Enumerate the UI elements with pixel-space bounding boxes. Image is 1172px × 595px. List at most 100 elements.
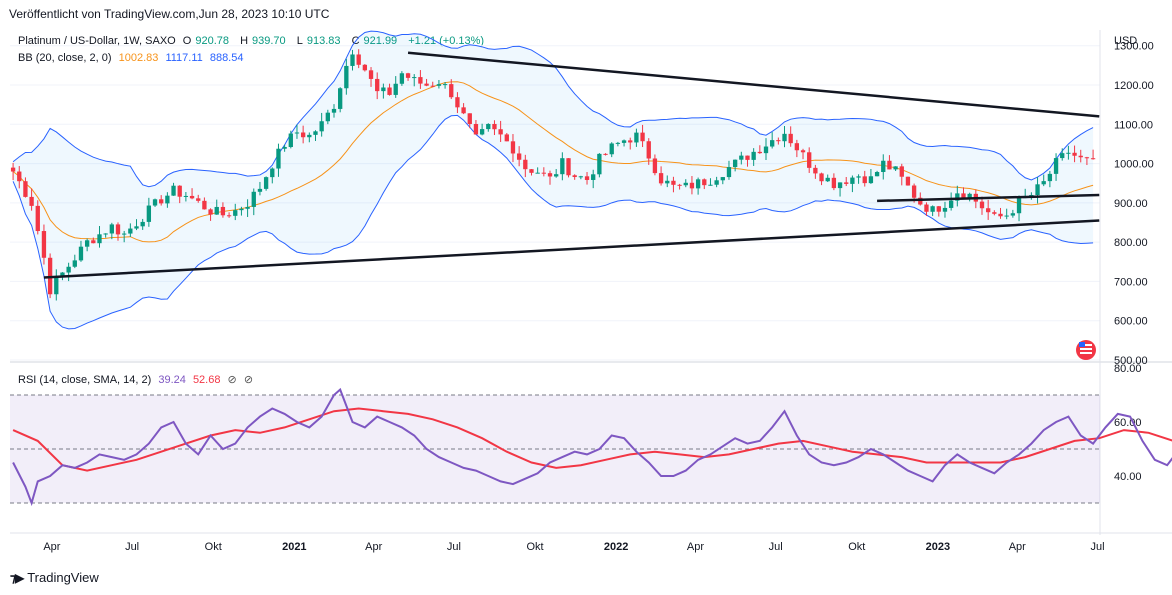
candle-body bbox=[1041, 181, 1046, 185]
bb-fill-area bbox=[13, 31, 1094, 329]
candle-body bbox=[874, 172, 880, 177]
time-tick-label: Jul bbox=[447, 541, 461, 553]
candle-body bbox=[393, 83, 398, 95]
candle-body bbox=[535, 172, 540, 174]
candles bbox=[10, 49, 1096, 301]
time-axis[interactable]: Apr Jul Okt 2021 Apr Jul Okt 2022 Apr Jul Okt 2023 A… bbox=[10, 532, 1172, 553]
us-flag-icon[interactable] bbox=[1076, 340, 1096, 360]
price-tick-label: 1300.00 bbox=[1114, 41, 1154, 53]
candle-body bbox=[695, 179, 701, 189]
price-tick-label: 900.00 bbox=[1114, 198, 1148, 210]
candle-body bbox=[837, 182, 843, 189]
bb-basis-line bbox=[12, 81, 1094, 243]
price-axis[interactable]: 1300.00 1200.00 1100.00 1000.00 900.00 800.00… bbox=[1114, 41, 1154, 367]
candle-body bbox=[381, 87, 386, 92]
rsi-legend: RSI (14, close, SMA, 14, 2) 39.24 52.68 … bbox=[18, 373, 257, 386]
candle-body bbox=[547, 173, 553, 177]
tradingview-brand[interactable]: ⁊▶ TradingView bbox=[10, 570, 99, 585]
symbol-label[interactable]: Platinum / US-Dollar, 1W, SAXO bbox=[18, 35, 176, 47]
candle-body bbox=[214, 206, 219, 215]
candle-body bbox=[584, 176, 590, 180]
candle-body bbox=[189, 195, 195, 199]
candle-body bbox=[1010, 213, 1016, 216]
candle-body bbox=[331, 108, 337, 113]
candle-body bbox=[751, 151, 756, 160]
time-tick-label: Apr bbox=[365, 541, 382, 553]
trendlines[interactable] bbox=[43, 51, 1100, 279]
candle-body bbox=[220, 206, 226, 216]
candle-body bbox=[276, 148, 281, 169]
rsi-pane: 80.00 60.00 40.00 bbox=[10, 363, 1172, 507]
candle-body bbox=[1016, 198, 1022, 214]
time-tick-label: Okt bbox=[848, 541, 865, 553]
candle-body bbox=[967, 193, 972, 199]
candle-body bbox=[177, 185, 182, 197]
candle-body bbox=[1078, 155, 1083, 158]
candle-body bbox=[486, 123, 491, 130]
candle-body bbox=[492, 123, 497, 130]
price-tick-label: 1100.00 bbox=[1114, 119, 1153, 131]
candle-body bbox=[603, 153, 608, 155]
candle-body bbox=[677, 184, 682, 186]
candle-body bbox=[1060, 153, 1065, 159]
time-tick-label: Apr bbox=[43, 541, 60, 553]
candle-body bbox=[905, 176, 911, 186]
candle-body bbox=[893, 166, 898, 170]
candle-body bbox=[202, 200, 207, 210]
candle-body bbox=[128, 228, 133, 234]
candle-body bbox=[165, 195, 170, 204]
candle-body bbox=[270, 168, 275, 178]
time-tick-label: Okt bbox=[526, 541, 543, 553]
time-tick-label: Okt bbox=[205, 541, 222, 553]
eye-off-icon[interactable]: ⊘ bbox=[227, 374, 237, 386]
candle-body bbox=[566, 158, 571, 176]
candle-body bbox=[961, 193, 966, 199]
trendline bbox=[877, 193, 1100, 203]
candle-body bbox=[652, 158, 658, 174]
candle-body bbox=[442, 84, 448, 86]
candle-body bbox=[770, 140, 775, 147]
candle-body bbox=[757, 151, 762, 154]
candle-body bbox=[41, 231, 47, 258]
candle-body bbox=[732, 159, 738, 168]
candle-body bbox=[375, 78, 380, 92]
bb-label[interactable]: BB (20, close, 2, 0) bbox=[18, 52, 112, 64]
bb-lower-value: 888.54 bbox=[209, 52, 244, 64]
brand-name: TradingView bbox=[27, 570, 99, 585]
candle-body bbox=[356, 54, 361, 65]
rsi-ma-line bbox=[12, 407, 1172, 472]
candle-body bbox=[1072, 152, 1077, 156]
candle-body bbox=[683, 182, 688, 186]
published-header: Veröffentlicht von TradingView.com,Jun 2… bbox=[9, 7, 330, 21]
rsi-label[interactable]: RSI (14, close, SMA, 14, 2) bbox=[18, 374, 152, 386]
price-tick-label: 800.00 bbox=[1114, 237, 1148, 249]
price-tick-label: 1000.00 bbox=[1114, 159, 1154, 171]
bb-basis-value: 1002.83 bbox=[118, 52, 159, 64]
candle-body bbox=[794, 143, 800, 151]
time-tick-label: Jul bbox=[125, 541, 139, 553]
candle-body bbox=[918, 197, 923, 205]
high-value: H 939.70 bbox=[240, 35, 286, 47]
candle-body bbox=[646, 141, 651, 159]
candle-body bbox=[813, 167, 818, 174]
candle-body bbox=[992, 212, 997, 214]
candle-body bbox=[430, 85, 435, 87]
trendline bbox=[43, 219, 1100, 279]
candle-body bbox=[634, 132, 639, 143]
candle-body bbox=[473, 123, 479, 135]
candle-body bbox=[226, 215, 232, 217]
candle-body bbox=[288, 133, 293, 148]
candle-body bbox=[263, 177, 269, 189]
candle-body bbox=[776, 140, 781, 142]
candle-body bbox=[887, 160, 892, 170]
candle-body bbox=[825, 177, 830, 182]
candle-body bbox=[831, 177, 837, 189]
candle-body bbox=[60, 272, 65, 277]
candle-body bbox=[714, 180, 719, 185]
candle-body bbox=[78, 246, 84, 261]
eye-off-icon[interactable]: ⊘ bbox=[243, 374, 254, 386]
candle-body bbox=[529, 169, 534, 173]
candle-body bbox=[122, 233, 127, 235]
candle-body bbox=[1047, 173, 1053, 182]
